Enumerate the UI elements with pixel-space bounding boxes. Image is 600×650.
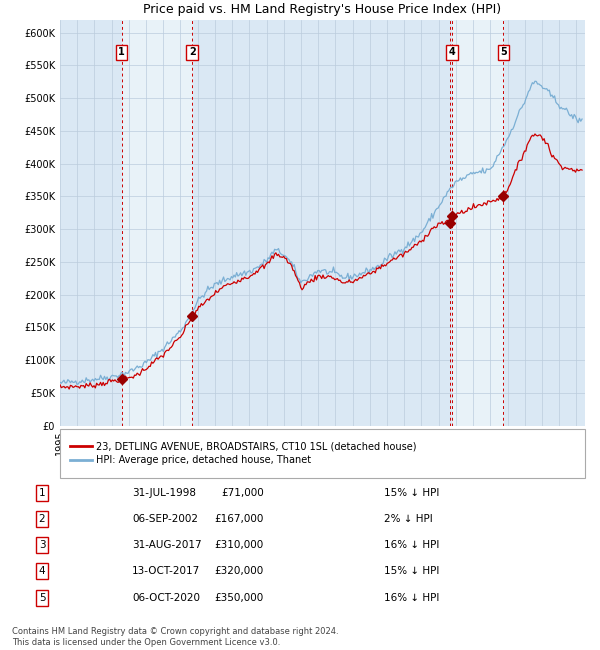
Text: £320,000: £320,000 bbox=[215, 566, 264, 577]
Text: £350,000: £350,000 bbox=[215, 593, 264, 603]
Text: 2: 2 bbox=[38, 514, 46, 524]
Title: 23, DETLING AVENUE, BROADSTAIRS, CT10 1SL
Price paid vs. HM Land Registry's Hous: 23, DETLING AVENUE, BROADSTAIRS, CT10 1S… bbox=[143, 0, 502, 16]
Text: 4: 4 bbox=[38, 566, 46, 577]
Text: £71,000: £71,000 bbox=[221, 488, 264, 498]
FancyBboxPatch shape bbox=[60, 429, 585, 478]
Text: 4: 4 bbox=[449, 47, 455, 57]
Text: Contains HM Land Registry data © Crown copyright and database right 2024.
This d: Contains HM Land Registry data © Crown c… bbox=[12, 627, 338, 647]
Text: 2: 2 bbox=[189, 47, 196, 57]
Text: 5: 5 bbox=[38, 593, 46, 603]
Text: £167,000: £167,000 bbox=[215, 514, 264, 524]
Text: 3: 3 bbox=[38, 540, 46, 550]
Text: 31-AUG-2017: 31-AUG-2017 bbox=[132, 540, 202, 550]
Legend: 23, DETLING AVENUE, BROADSTAIRS, CT10 1SL (detached house), HPI: Average price, : 23, DETLING AVENUE, BROADSTAIRS, CT10 1S… bbox=[70, 441, 417, 465]
Text: 5: 5 bbox=[500, 47, 507, 57]
Text: 15% ↓ HPI: 15% ↓ HPI bbox=[384, 488, 439, 498]
Text: £310,000: £310,000 bbox=[215, 540, 264, 550]
Text: 1: 1 bbox=[38, 488, 46, 498]
Text: 16% ↓ HPI: 16% ↓ HPI bbox=[384, 540, 439, 550]
Text: 31-JUL-1998: 31-JUL-1998 bbox=[132, 488, 196, 498]
Text: 13-OCT-2017: 13-OCT-2017 bbox=[132, 566, 200, 577]
Text: 06-OCT-2020: 06-OCT-2020 bbox=[132, 593, 200, 603]
Text: 15% ↓ HPI: 15% ↓ HPI bbox=[384, 566, 439, 577]
Text: 2% ↓ HPI: 2% ↓ HPI bbox=[384, 514, 433, 524]
Text: 16% ↓ HPI: 16% ↓ HPI bbox=[384, 593, 439, 603]
Bar bbox=[122, 20, 192, 426]
Bar bbox=[452, 20, 503, 426]
Text: 06-SEP-2002: 06-SEP-2002 bbox=[132, 514, 198, 524]
Text: 1: 1 bbox=[118, 47, 125, 57]
